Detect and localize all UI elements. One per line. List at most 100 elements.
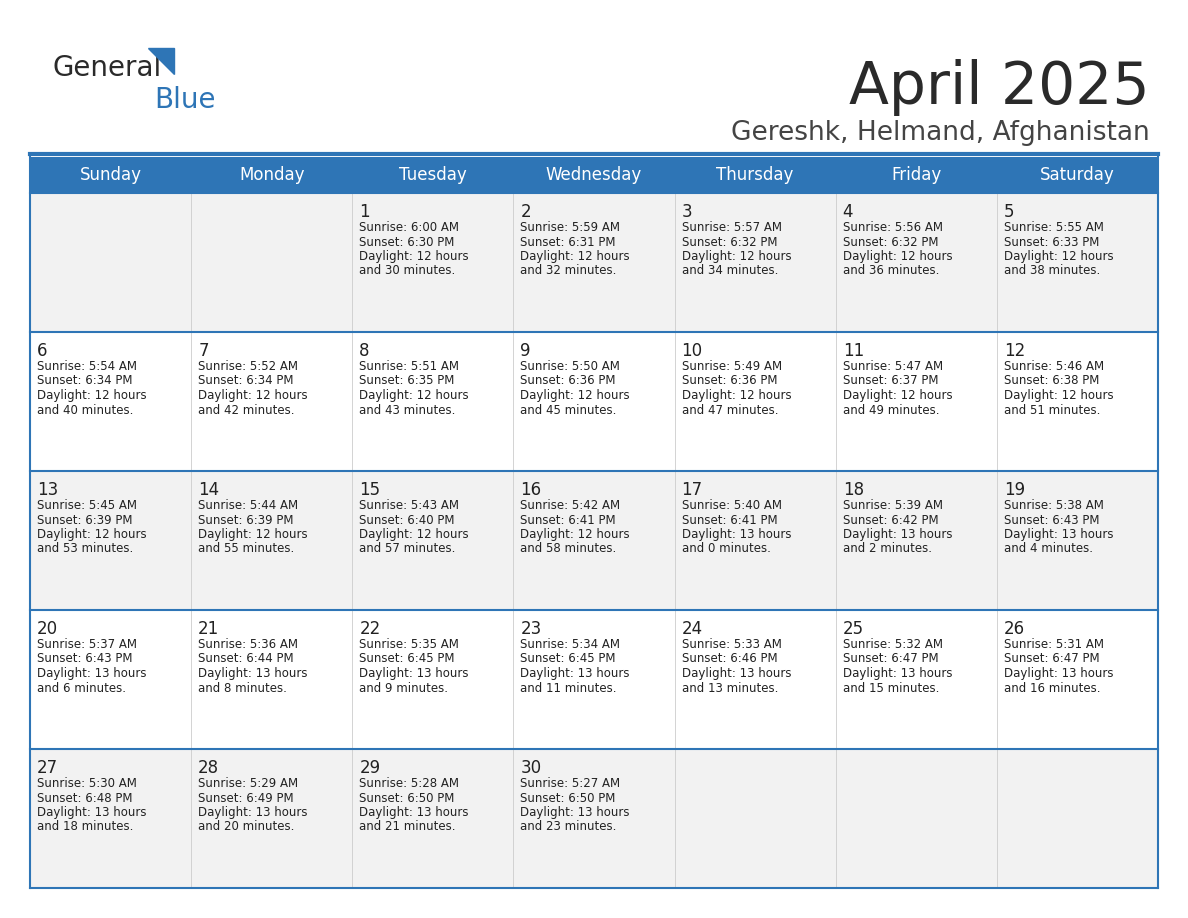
Bar	[30, 471, 1158, 610]
Text: Sunrise: 5:35 AM: Sunrise: 5:35 AM	[359, 638, 459, 651]
Text: Daylight: 12 hours: Daylight: 12 hours	[37, 389, 146, 402]
Text: Sunset: 6:45 PM: Sunset: 6:45 PM	[359, 653, 455, 666]
Text: Daylight: 12 hours: Daylight: 12 hours	[842, 389, 953, 402]
Text: 10: 10	[682, 342, 702, 360]
Text: Sunrise: 5:44 AM: Sunrise: 5:44 AM	[198, 499, 298, 512]
Text: 3: 3	[682, 203, 693, 221]
Text: Sunrise: 5:57 AM: Sunrise: 5:57 AM	[682, 221, 782, 234]
Text: Sunset: 6:32 PM: Sunset: 6:32 PM	[682, 236, 777, 249]
Text: and 23 minutes.: and 23 minutes.	[520, 821, 617, 834]
Text: and 34 minutes.: and 34 minutes.	[682, 264, 778, 277]
Text: and 8 minutes.: and 8 minutes.	[198, 681, 287, 695]
Text: and 45 minutes.: and 45 minutes.	[520, 404, 617, 417]
Text: and 42 minutes.: and 42 minutes.	[198, 404, 295, 417]
Text: Sunset: 6:48 PM: Sunset: 6:48 PM	[37, 791, 133, 804]
Text: 21: 21	[198, 620, 220, 638]
Text: Gereshk, Helmand, Afghanistan: Gereshk, Helmand, Afghanistan	[732, 120, 1150, 146]
Text: Sunset: 6:33 PM: Sunset: 6:33 PM	[1004, 236, 1099, 249]
Text: Sunrise: 5:40 AM: Sunrise: 5:40 AM	[682, 499, 782, 512]
Text: 12: 12	[1004, 342, 1025, 360]
Text: Blue: Blue	[154, 86, 215, 114]
Text: Thursday: Thursday	[716, 166, 794, 184]
Text: Daylight: 13 hours: Daylight: 13 hours	[842, 528, 953, 541]
Text: Sunset: 6:34 PM: Sunset: 6:34 PM	[37, 375, 133, 387]
Text: 28: 28	[198, 759, 220, 777]
Text: 26: 26	[1004, 620, 1025, 638]
Text: Sunrise: 5:46 AM: Sunrise: 5:46 AM	[1004, 360, 1104, 373]
Text: Monday: Monday	[239, 166, 304, 184]
Text: Sunset: 6:37 PM: Sunset: 6:37 PM	[842, 375, 939, 387]
Text: Sunset: 6:43 PM: Sunset: 6:43 PM	[1004, 513, 1099, 527]
Text: Daylight: 12 hours: Daylight: 12 hours	[359, 528, 469, 541]
Text: Daylight: 12 hours: Daylight: 12 hours	[520, 389, 630, 402]
Text: and 55 minutes.: and 55 minutes.	[198, 543, 295, 555]
Text: Daylight: 12 hours: Daylight: 12 hours	[682, 389, 791, 402]
Text: Sunrise: 5:30 AM: Sunrise: 5:30 AM	[37, 777, 137, 790]
Text: and 47 minutes.: and 47 minutes.	[682, 404, 778, 417]
Text: Sunset: 6:49 PM: Sunset: 6:49 PM	[198, 791, 293, 804]
Text: Sunday: Sunday	[80, 166, 141, 184]
Text: Daylight: 12 hours: Daylight: 12 hours	[520, 528, 630, 541]
Text: 14: 14	[198, 481, 220, 499]
Text: Daylight: 13 hours: Daylight: 13 hours	[520, 667, 630, 680]
Text: Sunset: 6:38 PM: Sunset: 6:38 PM	[1004, 375, 1099, 387]
Text: Sunset: 6:47 PM: Sunset: 6:47 PM	[842, 653, 939, 666]
Text: Sunrise: 5:50 AM: Sunrise: 5:50 AM	[520, 360, 620, 373]
Text: and 16 minutes.: and 16 minutes.	[1004, 681, 1100, 695]
Text: and 40 minutes.: and 40 minutes.	[37, 404, 133, 417]
Text: 11: 11	[842, 342, 864, 360]
Text: Sunset: 6:36 PM: Sunset: 6:36 PM	[520, 375, 615, 387]
Text: and 36 minutes.: and 36 minutes.	[842, 264, 939, 277]
Text: Daylight: 13 hours: Daylight: 13 hours	[682, 528, 791, 541]
Text: and 18 minutes.: and 18 minutes.	[37, 821, 133, 834]
Bar	[30, 749, 1158, 888]
Text: Sunrise: 5:56 AM: Sunrise: 5:56 AM	[842, 221, 943, 234]
Text: Sunrise: 5:49 AM: Sunrise: 5:49 AM	[682, 360, 782, 373]
Text: 29: 29	[359, 759, 380, 777]
Text: 2: 2	[520, 203, 531, 221]
Text: Sunrise: 5:32 AM: Sunrise: 5:32 AM	[842, 638, 943, 651]
Text: and 58 minutes.: and 58 minutes.	[520, 543, 617, 555]
Text: and 4 minutes.: and 4 minutes.	[1004, 543, 1093, 555]
Text: Sunset: 6:34 PM: Sunset: 6:34 PM	[198, 375, 293, 387]
Text: Sunset: 6:35 PM: Sunset: 6:35 PM	[359, 375, 455, 387]
Text: Sunrise: 5:55 AM: Sunrise: 5:55 AM	[1004, 221, 1104, 234]
Text: Sunrise: 5:43 AM: Sunrise: 5:43 AM	[359, 499, 460, 512]
Text: Sunrise: 5:27 AM: Sunrise: 5:27 AM	[520, 777, 620, 790]
Text: Friday: Friday	[891, 166, 941, 184]
Text: Daylight: 12 hours: Daylight: 12 hours	[682, 250, 791, 263]
Bar	[30, 332, 1158, 471]
Text: and 6 minutes.: and 6 minutes.	[37, 681, 126, 695]
Text: Sunset: 6:30 PM: Sunset: 6:30 PM	[359, 236, 455, 249]
Text: Sunrise: 5:34 AM: Sunrise: 5:34 AM	[520, 638, 620, 651]
Text: General: General	[52, 54, 162, 82]
Text: and 15 minutes.: and 15 minutes.	[842, 681, 939, 695]
Text: 5: 5	[1004, 203, 1015, 221]
Bar	[30, 193, 1158, 332]
Text: Sunset: 6:39 PM: Sunset: 6:39 PM	[37, 513, 133, 527]
Text: Sunset: 6:45 PM: Sunset: 6:45 PM	[520, 653, 615, 666]
Text: Sunrise: 5:54 AM: Sunrise: 5:54 AM	[37, 360, 137, 373]
Text: Sunrise: 5:36 AM: Sunrise: 5:36 AM	[198, 638, 298, 651]
Text: Sunset: 6:31 PM: Sunset: 6:31 PM	[520, 236, 615, 249]
Text: 4: 4	[842, 203, 853, 221]
Text: Daylight: 13 hours: Daylight: 13 hours	[842, 667, 953, 680]
Text: Daylight: 13 hours: Daylight: 13 hours	[682, 667, 791, 680]
Text: Sunset: 6:36 PM: Sunset: 6:36 PM	[682, 375, 777, 387]
Text: Sunset: 6:41 PM: Sunset: 6:41 PM	[520, 513, 617, 527]
Text: and 51 minutes.: and 51 minutes.	[1004, 404, 1100, 417]
Text: Daylight: 13 hours: Daylight: 13 hours	[198, 667, 308, 680]
Text: and 53 minutes.: and 53 minutes.	[37, 543, 133, 555]
Bar	[30, 157, 1158, 193]
Text: Sunset: 6:43 PM: Sunset: 6:43 PM	[37, 653, 133, 666]
Text: Saturday: Saturday	[1040, 166, 1114, 184]
Text: Daylight: 13 hours: Daylight: 13 hours	[198, 806, 308, 819]
Text: Sunset: 6:39 PM: Sunset: 6:39 PM	[198, 513, 293, 527]
Text: and 57 minutes.: and 57 minutes.	[359, 543, 456, 555]
Text: 1: 1	[359, 203, 369, 221]
Text: Daylight: 12 hours: Daylight: 12 hours	[37, 528, 146, 541]
Text: Daylight: 12 hours: Daylight: 12 hours	[198, 389, 308, 402]
Text: 22: 22	[359, 620, 380, 638]
Text: Sunrise: 5:52 AM: Sunrise: 5:52 AM	[198, 360, 298, 373]
Text: Daylight: 12 hours: Daylight: 12 hours	[520, 250, 630, 263]
